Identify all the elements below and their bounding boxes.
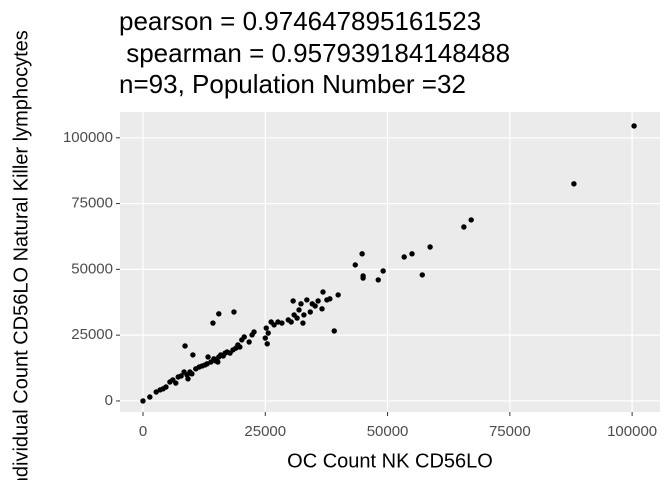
y-tick-label: 0 bbox=[105, 392, 113, 409]
point bbox=[331, 328, 337, 334]
point bbox=[380, 268, 386, 274]
point bbox=[163, 384, 169, 390]
point bbox=[307, 309, 313, 315]
point bbox=[147, 394, 153, 400]
point bbox=[263, 325, 269, 331]
point bbox=[173, 380, 179, 386]
point bbox=[312, 303, 318, 309]
y-tick-label: 75000 bbox=[71, 195, 113, 212]
y-tick-label: 50000 bbox=[71, 260, 113, 277]
x-tick-label: 25000 bbox=[244, 423, 286, 440]
point bbox=[352, 262, 358, 268]
point bbox=[279, 320, 285, 326]
point bbox=[215, 359, 221, 365]
point bbox=[288, 319, 294, 325]
point bbox=[468, 217, 474, 223]
point bbox=[296, 307, 302, 313]
point bbox=[298, 301, 304, 307]
point bbox=[375, 277, 381, 283]
point bbox=[271, 322, 277, 328]
x-tick-label: 0 bbox=[139, 423, 147, 440]
point bbox=[237, 344, 243, 350]
point bbox=[178, 373, 184, 379]
point bbox=[335, 292, 341, 298]
title-line: n=93, Population Number =32 bbox=[119, 69, 466, 99]
point bbox=[231, 309, 237, 315]
point bbox=[304, 297, 310, 303]
point bbox=[210, 320, 216, 326]
point bbox=[319, 306, 325, 312]
point bbox=[190, 352, 196, 358]
x-tick-label: 75000 bbox=[489, 423, 531, 440]
y-axis-title: Individual Count CD56LO Natural Killer l… bbox=[10, 30, 32, 480]
point bbox=[427, 244, 433, 250]
point bbox=[262, 335, 268, 341]
point bbox=[241, 334, 247, 340]
y-tick-label: 25000 bbox=[71, 326, 113, 343]
point bbox=[205, 354, 211, 360]
point bbox=[409, 251, 415, 257]
point bbox=[246, 339, 252, 345]
point bbox=[251, 329, 257, 335]
title-line: spearman = 0.957939184148488 bbox=[119, 38, 510, 68]
point bbox=[359, 251, 365, 257]
point bbox=[216, 311, 222, 317]
point bbox=[290, 298, 296, 304]
point bbox=[140, 398, 146, 404]
point bbox=[401, 254, 407, 260]
point bbox=[461, 224, 467, 230]
point bbox=[264, 341, 270, 347]
point bbox=[294, 315, 300, 321]
point bbox=[327, 296, 333, 302]
point bbox=[419, 272, 425, 278]
point bbox=[265, 330, 271, 336]
point bbox=[301, 312, 307, 318]
point bbox=[315, 298, 321, 304]
x-axis-title: OC Count NK CD56LO bbox=[287, 450, 493, 472]
point bbox=[631, 123, 637, 129]
point bbox=[185, 376, 191, 382]
y-tick-label: 100000 bbox=[63, 129, 113, 146]
x-tick-label: 50000 bbox=[367, 423, 409, 440]
point bbox=[300, 320, 306, 326]
point bbox=[571, 181, 577, 187]
point bbox=[189, 371, 195, 377]
title-line: pearson = 0.974647895161523 bbox=[119, 6, 481, 36]
point bbox=[182, 343, 188, 349]
x-tick-label: 100000 bbox=[607, 423, 657, 440]
point bbox=[320, 289, 326, 295]
point bbox=[360, 273, 366, 279]
